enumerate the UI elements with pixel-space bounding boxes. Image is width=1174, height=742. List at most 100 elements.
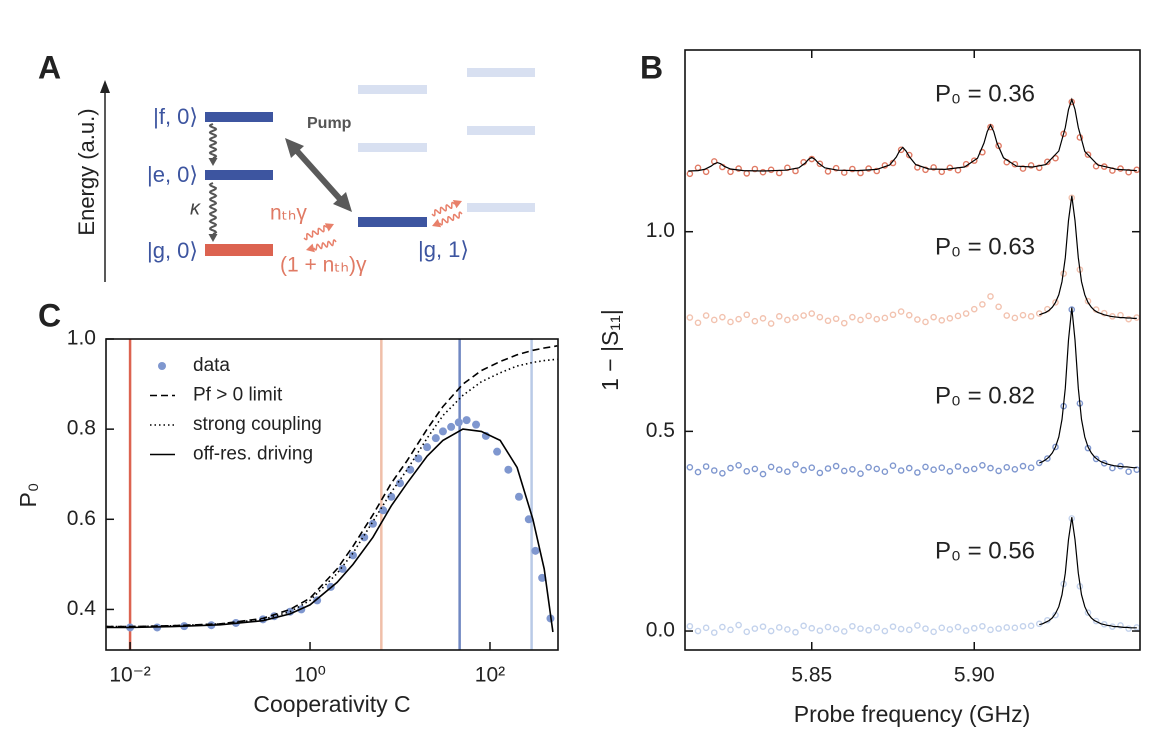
- data-point: [873, 624, 881, 631]
- data-point: [694, 627, 702, 635]
- data-point: [1060, 130, 1067, 138]
- faded-level: [358, 143, 427, 152]
- data-point: [954, 623, 962, 631]
- data-point: [800, 466, 807, 474]
- data-point: [1084, 609, 1092, 616]
- y-tick-label: 1.0: [67, 327, 96, 350]
- data-point: [751, 465, 759, 473]
- state-label: |e, 0⟩: [147, 162, 198, 187]
- data-point: [313, 596, 322, 605]
- wavy-arrow: [438, 211, 463, 226]
- wavy-arrowhead: [324, 223, 334, 232]
- data-point: [970, 465, 978, 473]
- data-point: [816, 313, 824, 321]
- data-point: [995, 625, 1002, 632]
- data-point: [727, 626, 734, 634]
- data-point: [1003, 464, 1011, 471]
- data-point: [995, 467, 1002, 475]
- x-tick-label: 10²: [475, 664, 505, 687]
- data-point: [897, 467, 905, 474]
- fit-curve: [688, 97, 1137, 172]
- level-e0: [205, 170, 273, 180]
- data-point: [767, 166, 775, 174]
- data-point: [1125, 315, 1132, 323]
- data-point: [946, 164, 954, 172]
- panel-label: A: [38, 49, 61, 85]
- data-point: [954, 312, 962, 320]
- data-point: [832, 625, 840, 633]
- data-point: [686, 464, 694, 471]
- data-point: [775, 313, 783, 320]
- data-point: [759, 315, 767, 322]
- data-point: [379, 506, 388, 515]
- curve: [106, 358, 558, 628]
- data-point: [808, 310, 816, 317]
- legend-label: off-res. driving: [193, 444, 313, 465]
- data-point: [889, 311, 897, 319]
- data-point: [784, 626, 791, 633]
- level-f0: [205, 112, 273, 122]
- data-point: [873, 167, 881, 175]
- data-point: [897, 146, 905, 154]
- data-point: [905, 626, 913, 634]
- data-point: [759, 623, 767, 630]
- level-g1: [358, 217, 427, 227]
- state-label: |f, 0⟩: [153, 104, 198, 129]
- legend-label: Pf > 0 limit: [193, 385, 283, 406]
- data-point: [873, 315, 881, 323]
- faded-level: [358, 85, 427, 94]
- data-point: [710, 467, 718, 474]
- data-point: [922, 166, 929, 174]
- data-point: [962, 627, 970, 634]
- data-point: [840, 628, 848, 635]
- fit-curve: [1039, 195, 1137, 319]
- data-point: [857, 316, 864, 324]
- data-point: [987, 464, 994, 472]
- data-point: [914, 469, 921, 476]
- data-point: [784, 316, 791, 324]
- data-point: [930, 466, 937, 474]
- data-point: [727, 464, 734, 472]
- data-point: [686, 314, 694, 321]
- data-point: [719, 313, 726, 321]
- y-tick-label: 0.5: [646, 419, 675, 442]
- data-point: [784, 468, 791, 475]
- data-point: [431, 434, 440, 443]
- data-point: [832, 315, 840, 323]
- data-point: [922, 625, 929, 632]
- data-point: [849, 622, 856, 630]
- data-point: [824, 168, 832, 175]
- fit-curve: [1039, 517, 1137, 629]
- data-point: [1027, 464, 1035, 472]
- data-point: [447, 422, 456, 431]
- state-label: |g, 0⟩: [147, 238, 198, 263]
- data-point: [905, 311, 913, 319]
- plot-frame: [684, 49, 1141, 651]
- energy-axis-label: Energy (a.u.): [74, 108, 99, 235]
- faded-level: [467, 203, 535, 212]
- data-point: [824, 623, 832, 631]
- data-point: [946, 467, 954, 475]
- data-point: [800, 622, 807, 630]
- curve: [106, 428, 554, 633]
- data-point: [857, 169, 864, 177]
- data-point: [816, 160, 824, 168]
- y-axis-label: 1 − |S₁₁|: [597, 309, 623, 391]
- data-point: [881, 468, 889, 475]
- data-point: [865, 312, 872, 320]
- data-point: [897, 308, 905, 315]
- data-point: [1019, 311, 1027, 319]
- plot-area: [106, 339, 558, 650]
- wavy-arrow: [431, 201, 456, 217]
- data-point: [702, 624, 710, 632]
- data-point: [1011, 160, 1019, 168]
- data-point: [743, 628, 751, 636]
- kappa-label: κ: [190, 197, 201, 219]
- data-point: [1019, 462, 1027, 470]
- data-point: [743, 467, 751, 475]
- data-point: [1092, 455, 1100, 463]
- data-point: [1027, 162, 1035, 169]
- data-point: [1052, 443, 1059, 451]
- data-point: [987, 626, 994, 634]
- pump-label: Pump: [307, 115, 352, 132]
